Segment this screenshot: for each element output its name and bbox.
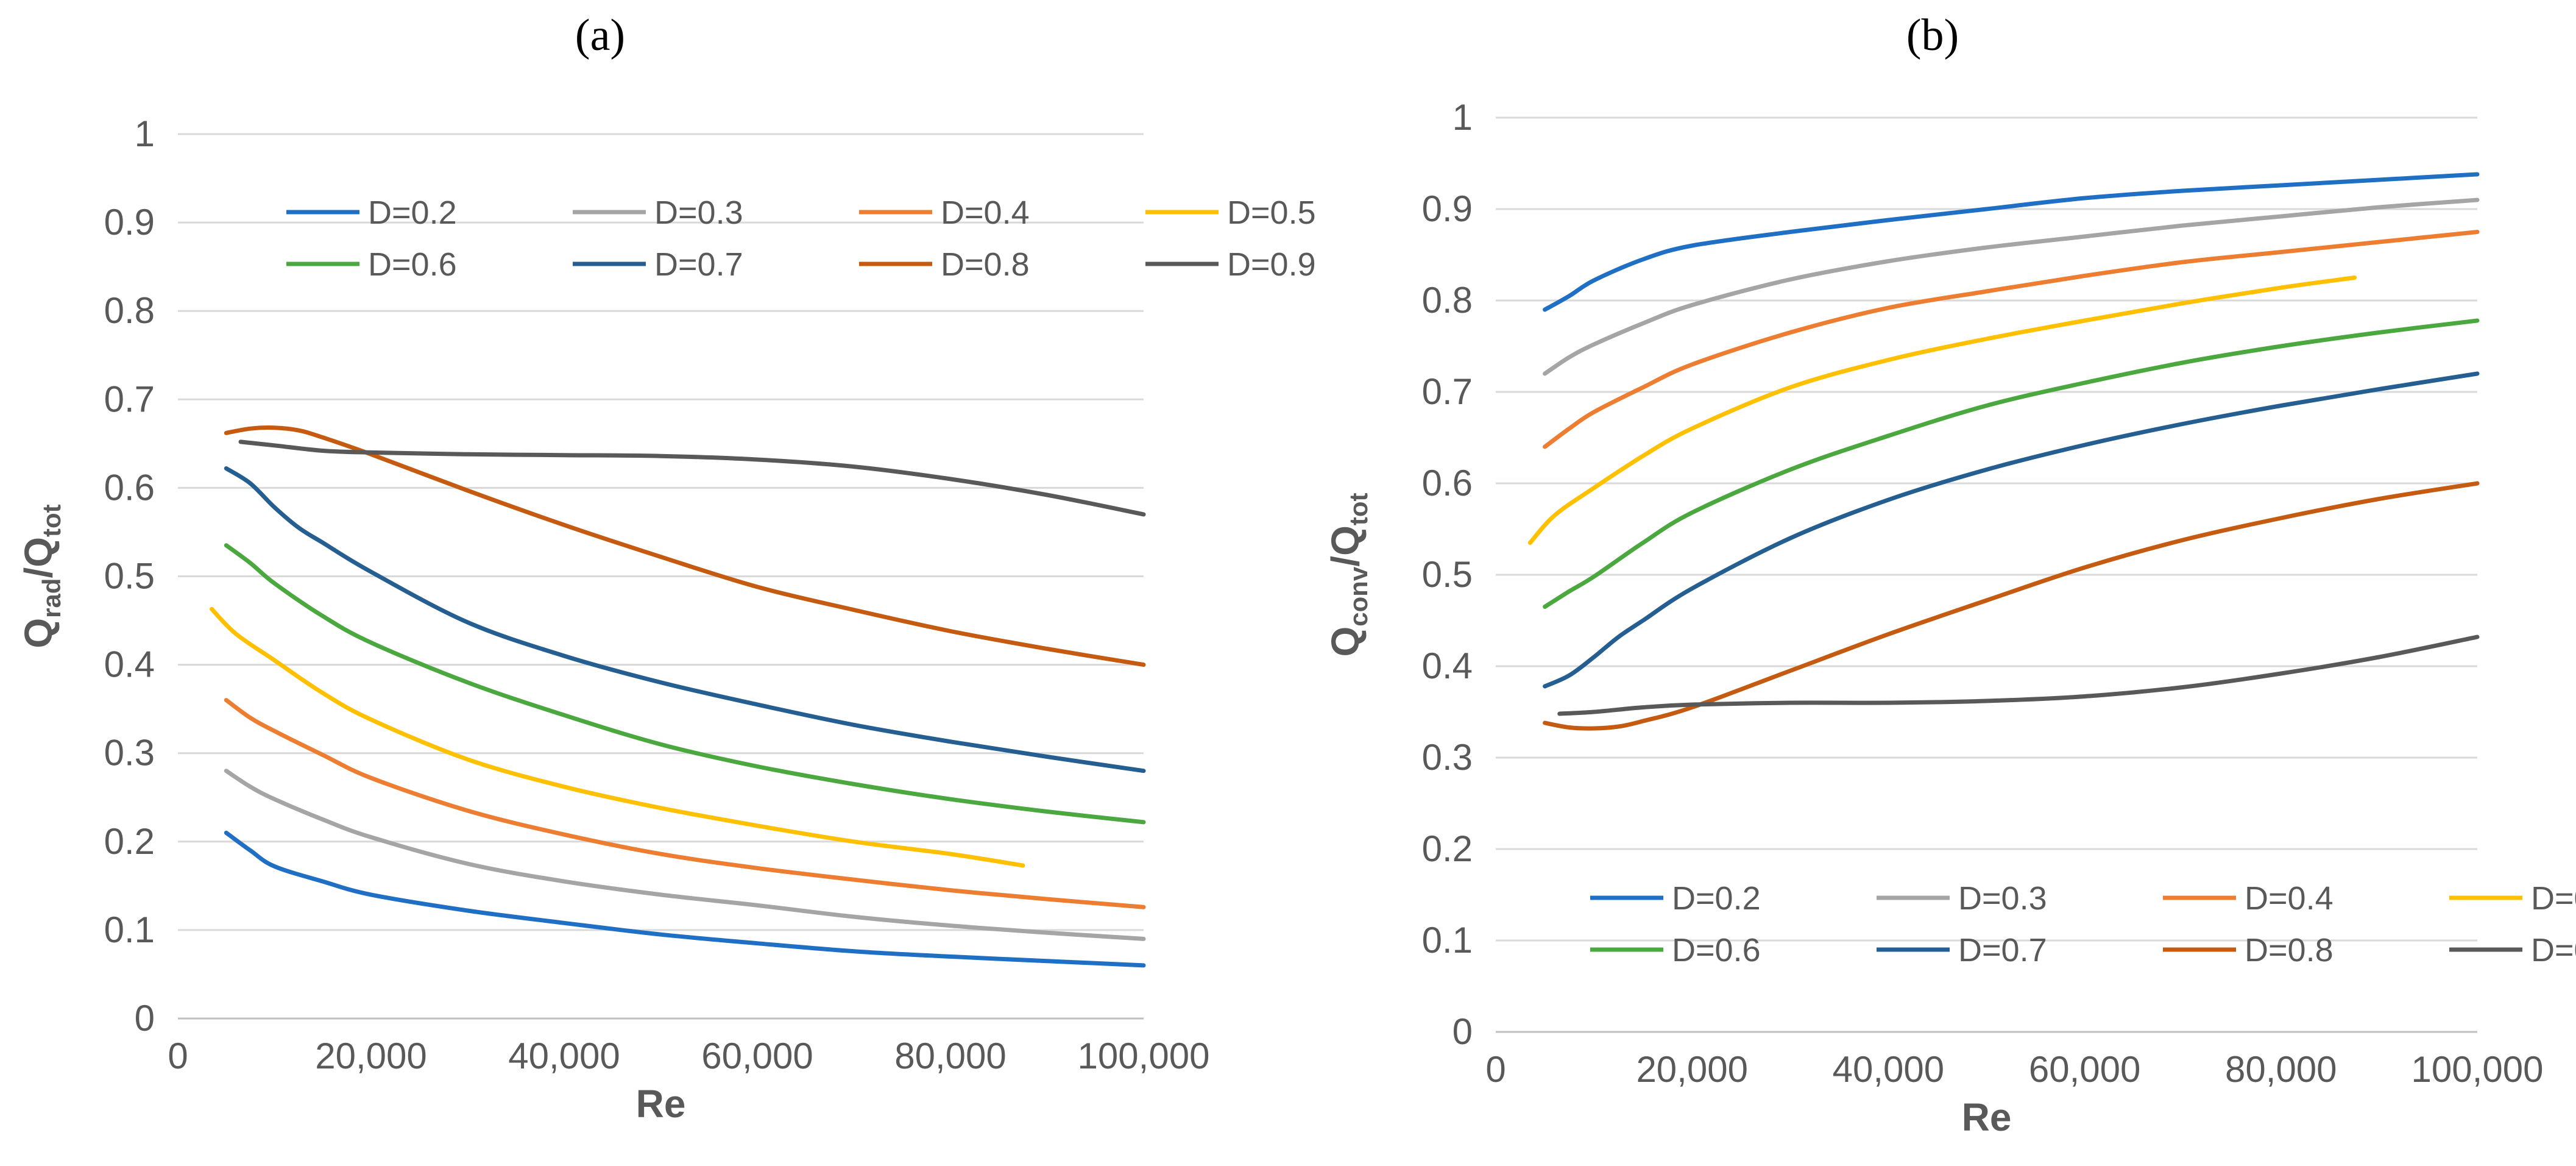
y-tick-label: 0.2 xyxy=(104,821,155,862)
series-line-D03 xyxy=(1543,197,2480,376)
x-tick-label: 80,000 xyxy=(2225,1049,2337,1090)
series-line-D05 xyxy=(1527,276,2357,545)
legend-label: D=0.2 xyxy=(1672,880,1761,917)
y-tick-label: 1 xyxy=(135,113,155,154)
y-tick-label: 0.4 xyxy=(1422,645,1473,686)
y-tick-label: 0.8 xyxy=(1422,280,1473,321)
chart-panel-b: (b) 0 0.1 0.2 0.3 0.4 0.5 0.6 0.7 0.8 0.9 1 0 20,000 4… xyxy=(1323,10,2576,1139)
legend-label: D=0.4 xyxy=(2245,880,2334,917)
series-line-D07 xyxy=(1543,371,2480,689)
x-tick-label: 0 xyxy=(168,1036,188,1076)
x-tick-label: 20,000 xyxy=(315,1036,427,1076)
y-axis-title-sub2: tot xyxy=(1344,492,1373,525)
legend: D=0.2 D=0.3 D=0.4 D=0.5 D=0.6 D=0.7 D=0.8 D=0.9 xyxy=(1590,880,2576,969)
legend-label: D=0.5 xyxy=(2531,880,2576,917)
y-tick-label: 0.9 xyxy=(1422,188,1473,229)
legend: D=0.2 D=0.3 D=0.4 D=0.5 D=0.6 D=0.7 D=0.8 D=0.9 xyxy=(286,194,1316,283)
legend-label: D=0.3 xyxy=(1958,880,2047,917)
x-tick-label: 60,000 xyxy=(2029,1049,2141,1090)
legend-label: D=0.7 xyxy=(654,246,743,283)
x-tick-label: 60,000 xyxy=(701,1036,813,1076)
y-tick-label: 0.6 xyxy=(1422,463,1473,503)
legend-label: D=0.9 xyxy=(2531,932,2576,969)
series-line-D04 xyxy=(224,698,1146,909)
legend-label: D=0.3 xyxy=(654,194,743,231)
x-tick-label: 100,000 xyxy=(2411,1049,2544,1090)
y-tick-label: 0.1 xyxy=(104,909,155,950)
chart-panel-a: (a) 0 0.1 0.2 0.3 0.4 0.5 0.6 0.7 0.8 0.9 1 0 20,000 4… xyxy=(16,10,1316,1126)
series-line-D09 xyxy=(238,439,1146,517)
legend-label: D=0.4 xyxy=(941,194,1030,231)
x-tick-label: 40,000 xyxy=(508,1036,620,1076)
y-tick-label: 0 xyxy=(135,998,155,1039)
x-axis-title: Re xyxy=(1962,1095,2012,1139)
legend-label: D=0.8 xyxy=(2245,932,2334,969)
x-tick-label: 20,000 xyxy=(1636,1049,1748,1090)
legend-label: D=0.9 xyxy=(1227,246,1316,283)
y-tick-label: 0.2 xyxy=(1422,828,1473,869)
series-line-D06 xyxy=(224,543,1146,825)
series-line-D05 xyxy=(210,606,1025,868)
y-tick-label: 1 xyxy=(1453,97,1473,138)
series-line-D02 xyxy=(224,830,1146,968)
y-axis-title-sub2: tot xyxy=(37,504,66,537)
panel-label: (a) xyxy=(575,10,625,60)
series-line-D08 xyxy=(224,425,1146,667)
y-tick-label: 0.8 xyxy=(104,290,155,331)
y-tick-label: 0.6 xyxy=(104,467,155,508)
series-line-D06 xyxy=(1543,318,2480,609)
y-axis-title: Qrad/Qtot xyxy=(16,504,66,648)
y-tick-label: 0.7 xyxy=(104,379,155,419)
series-line-D04 xyxy=(1543,230,2480,449)
y-tick-label: 0.1 xyxy=(1422,920,1473,961)
x-tick-label: 0 xyxy=(1485,1049,1506,1090)
legend-label: D=0.7 xyxy=(1958,932,2047,969)
y-tick-label: 0.4 xyxy=(104,644,155,685)
series-line-D09 xyxy=(1557,635,2480,716)
y-tick-label: 0 xyxy=(1453,1011,1473,1052)
series-line-D03 xyxy=(224,769,1146,941)
series-line-D07 xyxy=(224,466,1146,773)
legend-label: D=0.6 xyxy=(1672,932,1761,969)
y-tick-label: 0.5 xyxy=(1422,554,1473,595)
x-axis-title: Re xyxy=(636,1082,686,1126)
y-axis-title-sep: /Q xyxy=(16,537,60,578)
x-tick-label: 40,000 xyxy=(1833,1049,1945,1090)
series-line-D02 xyxy=(1543,172,2480,312)
y-axis-title-sub1: rad xyxy=(37,578,66,618)
y-tick-label: 0.3 xyxy=(1422,737,1473,778)
legend-label: D=0.6 xyxy=(368,246,457,283)
y-axis-title-main: Q xyxy=(1323,627,1367,657)
y-tick-label: 0.9 xyxy=(104,202,155,243)
x-tick-label: 100,000 xyxy=(1078,1036,1210,1076)
legend-label: D=0.2 xyxy=(368,194,457,231)
y-axis-title: Qconv/Qtot xyxy=(1323,492,1373,656)
legend-label: D=0.5 xyxy=(1227,194,1316,231)
y-tick-label: 0.7 xyxy=(1422,371,1473,412)
y-axis-title-sep: /Q xyxy=(1323,525,1367,567)
legend-label: D=0.8 xyxy=(941,246,1030,283)
x-tick-label: 80,000 xyxy=(894,1036,1007,1076)
panel-label: (b) xyxy=(1906,10,1959,60)
series-line-D08 xyxy=(1543,481,2480,731)
y-axis-title-sub1: conv xyxy=(1344,566,1373,627)
y-tick-label: 0.5 xyxy=(104,556,155,597)
y-axis-title-main: Q xyxy=(16,618,60,649)
y-tick-label: 0.3 xyxy=(104,733,155,773)
